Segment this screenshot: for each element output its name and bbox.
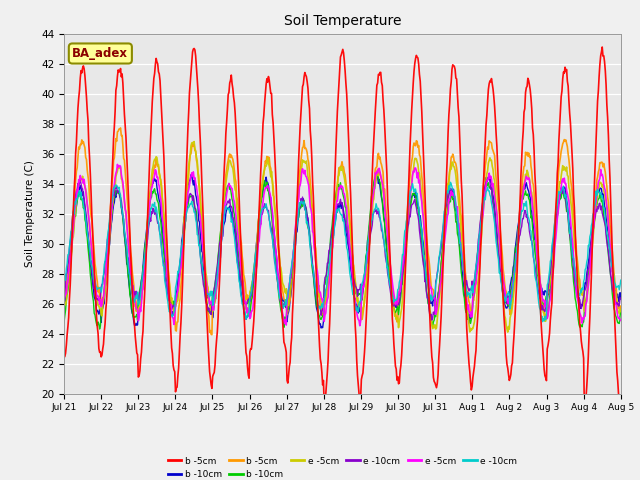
Title: Soil Temperature: Soil Temperature [284,14,401,28]
Legend: b -5cm, b -10cm, b -5cm, b -10cm, e -5cm, e -10cm, e -5cm, e -10cm: b -5cm, b -10cm, b -5cm, b -10cm, e -5cm… [164,453,521,480]
Text: BA_adex: BA_adex [72,47,129,60]
Y-axis label: Soil Temperature (C): Soil Temperature (C) [26,160,35,267]
